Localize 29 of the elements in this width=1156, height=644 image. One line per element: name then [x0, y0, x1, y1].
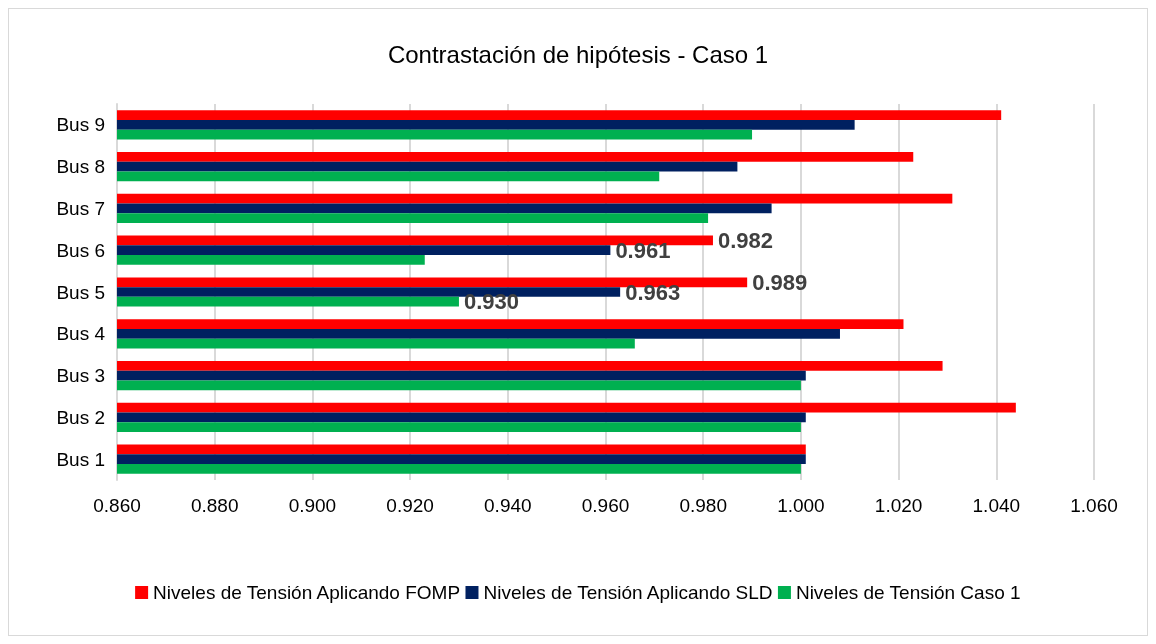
- y-tick-label: Bus 2: [56, 406, 105, 428]
- y-tick-label: Bus 5: [56, 281, 105, 303]
- y-tick-label: Bus 6: [56, 239, 105, 261]
- data-label: 0.982: [717, 227, 774, 253]
- y-tick-label: Bus 4: [56, 323, 106, 345]
- x-tick-label: 1.060: [1070, 495, 1118, 516]
- x-tick-label: 0.860: [93, 495, 141, 516]
- x-tick-label: 1.020: [874, 495, 923, 516]
- legend-label: Niveles de Tensión Aplicando SLD: [483, 582, 773, 603]
- y-tick-label: Bus 9: [56, 114, 105, 136]
- x-tick-label: 0.940: [484, 495, 532, 516]
- y-tick-label: Bus 3: [56, 365, 105, 387]
- legend-label: Niveles de Tensión Caso 1: [795, 582, 1021, 603]
- x-tick-label: 1.000: [777, 495, 825, 516]
- x-tick-label: 0.920: [386, 495, 434, 516]
- data-label: 0.961: [615, 237, 671, 263]
- x-tick-label: 0.960: [581, 495, 630, 516]
- chart-title: Contrastación de hipótesis - Caso 1: [387, 40, 769, 68]
- x-tick-label: 1.040: [972, 495, 1021, 516]
- y-tick-label: Bus 7: [56, 197, 105, 219]
- x-tick-label: 0.880: [190, 495, 239, 516]
- data-label: 0.930: [463, 289, 520, 315]
- x-tick-label: 0.980: [679, 495, 727, 516]
- data-label: 0.963: [625, 279, 681, 305]
- legend-label: Niveles de Tensión Aplicando FOMP: [153, 582, 461, 603]
- y-tick-label: Bus 1: [56, 448, 105, 470]
- data-label: 0.989: [752, 269, 808, 295]
- y-tick-label: Bus 8: [56, 156, 105, 178]
- x-tick-label: 0.900: [288, 495, 337, 516]
